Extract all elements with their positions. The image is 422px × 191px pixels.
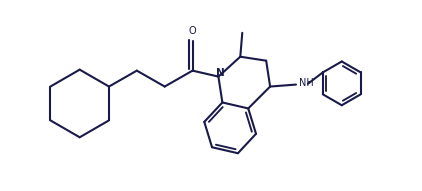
Text: NH: NH	[299, 78, 314, 88]
Text: N: N	[216, 68, 225, 79]
Text: O: O	[189, 26, 196, 36]
